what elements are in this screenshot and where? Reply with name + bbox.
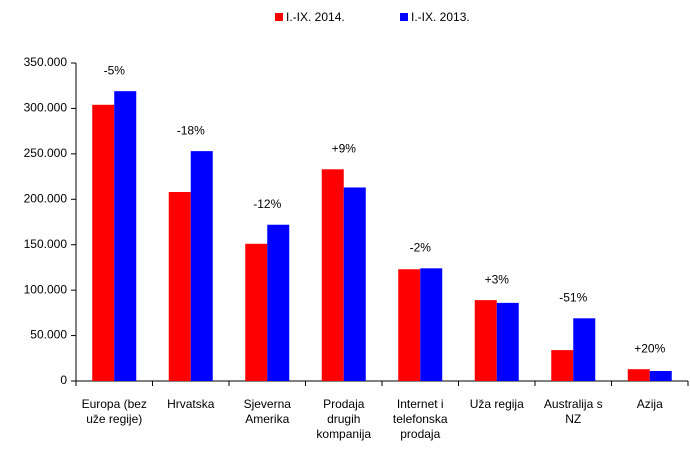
annotation: -18% (177, 123, 205, 137)
bar (496, 302, 519, 381)
y-tick-label: 200.000 (24, 191, 68, 205)
x-tick-label: Uža regija (469, 397, 524, 411)
x-tick-label: Hrvatska (167, 397, 215, 411)
x-tick-label: Sjeverna Amerika (243, 397, 291, 426)
legend-label: I.-IX. 2013. (411, 10, 470, 24)
bar (190, 151, 213, 381)
bar (267, 224, 290, 381)
annotation: -12% (253, 197, 281, 211)
y-tick-label: 300.000 (24, 101, 68, 115)
y-tick-label: 350.000 (24, 55, 68, 69)
annotation: -5% (104, 63, 126, 77)
bar (573, 318, 596, 381)
bar (627, 369, 650, 381)
legend-swatch (275, 13, 283, 21)
y-tick-label: 250.000 (24, 146, 68, 160)
bar (398, 269, 421, 381)
annotation: +3% (485, 272, 510, 286)
bar (474, 300, 497, 381)
bar (114, 91, 137, 381)
legend-swatch (400, 13, 408, 21)
y-tick-label: 100.000 (24, 282, 68, 296)
annotation: +9% (332, 141, 357, 155)
annotation: -51% (559, 290, 587, 304)
x-tick-label: Australija s NZ (543, 397, 603, 426)
x-tick-label: Internet i telefonska prodaja (392, 397, 448, 441)
annotation: -2% (410, 241, 432, 255)
y-tick-label: 0 (60, 373, 67, 387)
x-tick-label: Azija (636, 397, 663, 411)
bar (168, 192, 191, 381)
bar (420, 268, 443, 381)
legend-label: I.-IX. 2014. (286, 10, 345, 24)
bar (551, 350, 574, 381)
y-tick-label: 150.000 (24, 237, 68, 251)
bar (245, 243, 268, 381)
bar (343, 187, 366, 381)
y-tick-label: 50.000 (30, 328, 67, 342)
bar (649, 371, 672, 381)
bar (92, 104, 115, 382)
annotation: +20% (634, 341, 665, 355)
x-tick-label: Prodaja drugih kompanija (316, 397, 372, 441)
bar (321, 169, 344, 381)
x-tick-label: Europa (bez uže regije) (81, 397, 147, 426)
